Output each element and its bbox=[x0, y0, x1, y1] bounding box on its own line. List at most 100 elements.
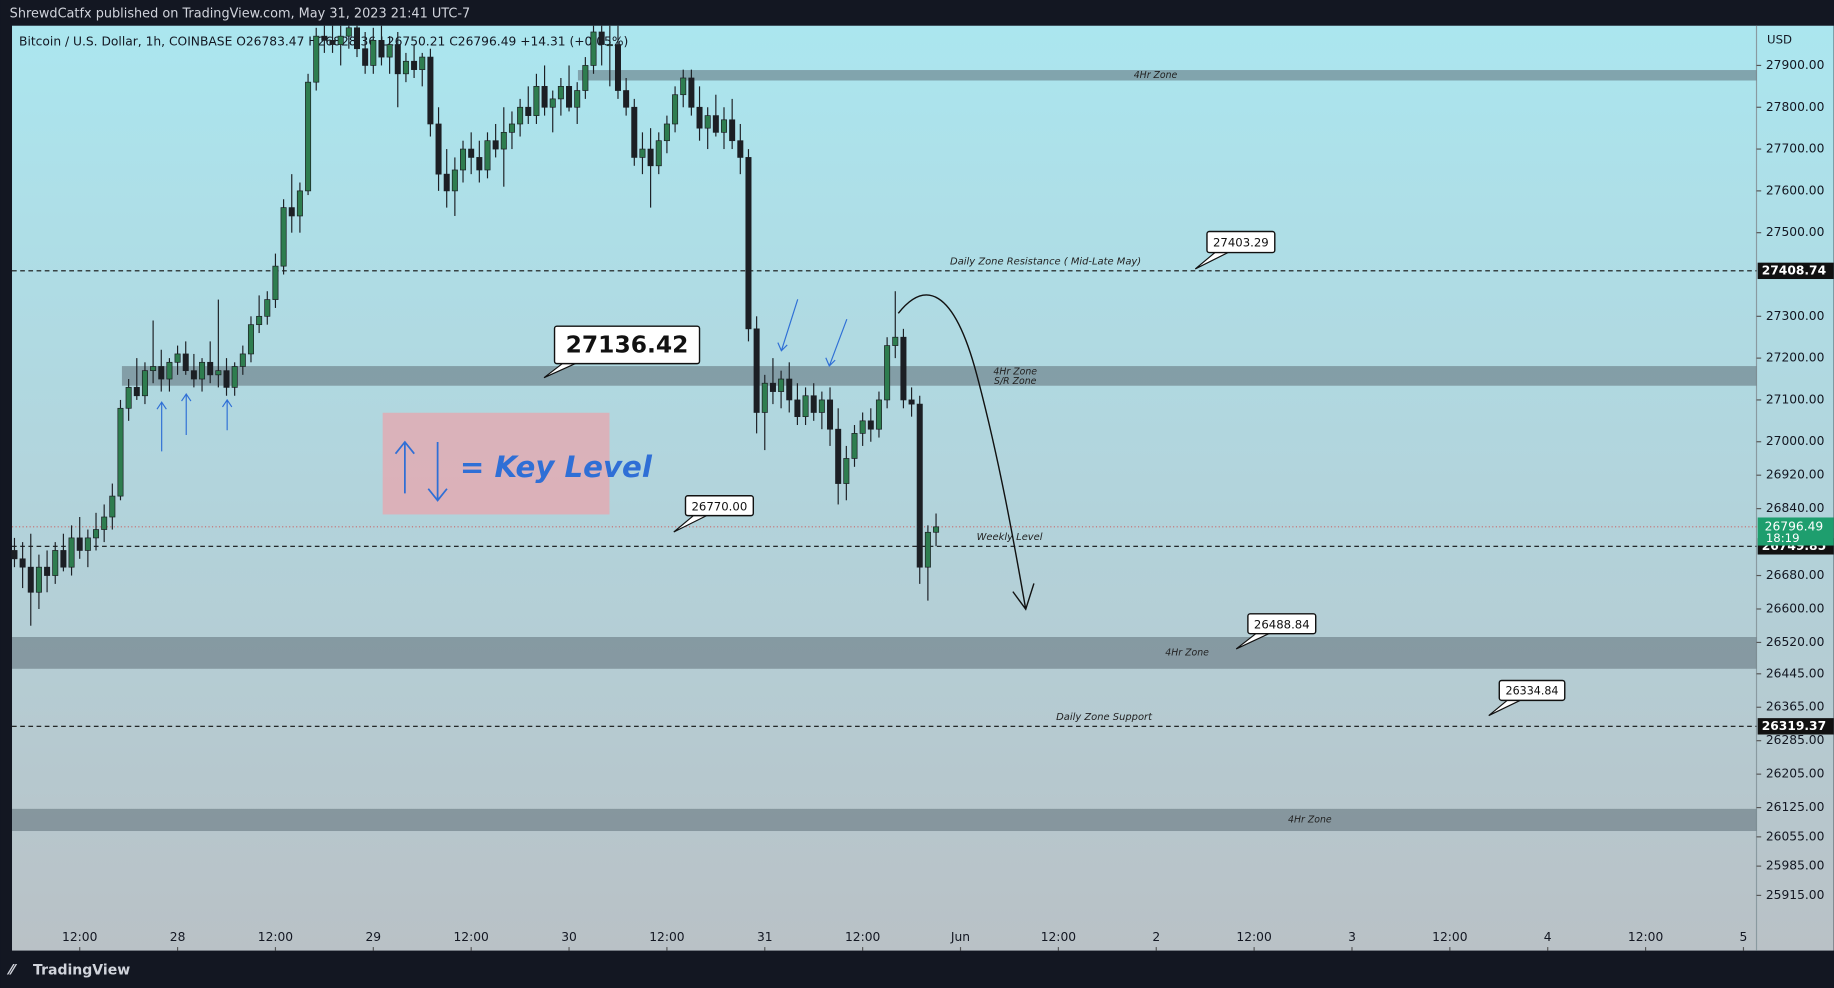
callout-label: 26770.00 bbox=[692, 499, 748, 513]
callout-box bbox=[684, 495, 755, 517]
candle-body bbox=[900, 336, 907, 401]
candle-body bbox=[84, 537, 91, 551]
countdown: 18:19 bbox=[1766, 531, 1800, 545]
candle-body bbox=[378, 40, 385, 58]
candle-body bbox=[468, 148, 475, 158]
candle-body bbox=[712, 115, 719, 133]
candle-body bbox=[174, 353, 181, 363]
candle-body bbox=[60, 550, 67, 568]
candle-body bbox=[305, 81, 312, 192]
candle-body bbox=[460, 148, 467, 171]
y-tick-label: 26840.00 bbox=[1766, 501, 1825, 515]
x-tick-label: 12:00 bbox=[1041, 930, 1076, 944]
y-tick-label: 26365.00 bbox=[1766, 700, 1825, 714]
level-note: Daily Zone Resistance ( Mid-Late May) bbox=[950, 256, 1141, 267]
candle-body bbox=[851, 433, 858, 459]
candle-body bbox=[639, 148, 646, 158]
candle-body bbox=[566, 85, 573, 108]
candle-body bbox=[916, 403, 923, 568]
x-tick-label: 12:00 bbox=[1628, 930, 1663, 944]
candle-body bbox=[818, 399, 825, 413]
candle-body bbox=[239, 353, 246, 367]
y-tick-label: 27200.00 bbox=[1766, 351, 1825, 365]
header: ShrewdCatfx published on TradingView.com… bbox=[10, 7, 471, 22]
candle-body bbox=[598, 31, 605, 45]
candle-body bbox=[476, 157, 483, 171]
plot-area bbox=[12, 25, 1834, 951]
candle-body bbox=[778, 378, 785, 392]
callout-label: 27403.29 bbox=[1213, 236, 1269, 250]
candle-body bbox=[44, 566, 51, 576]
candle-body bbox=[150, 366, 157, 372]
candle-body bbox=[574, 90, 581, 108]
y-tick-label: 26920.00 bbox=[1766, 468, 1825, 482]
candle-body bbox=[729, 119, 736, 142]
x-tick-label: 12:00 bbox=[649, 930, 684, 944]
callout-pointer bbox=[543, 361, 579, 379]
x-tick-label: 12:00 bbox=[453, 930, 488, 944]
candle-body bbox=[215, 370, 222, 376]
candle-body bbox=[933, 526, 940, 533]
y-tick-label: 27300.00 bbox=[1766, 309, 1825, 323]
candle-body bbox=[810, 395, 817, 413]
candle-body bbox=[606, 44, 613, 47]
candle-body bbox=[508, 123, 515, 133]
candle-body bbox=[500, 131, 507, 150]
candle-body bbox=[141, 370, 148, 397]
candle-body bbox=[337, 35, 344, 45]
candle-body bbox=[394, 44, 401, 75]
candle-body bbox=[484, 140, 491, 171]
y-tick-label: 27900.00 bbox=[1766, 58, 1825, 72]
callout-pointer bbox=[1194, 250, 1231, 270]
candle-body bbox=[802, 395, 809, 418]
candle-body bbox=[688, 77, 695, 108]
candle-body bbox=[451, 169, 458, 192]
candle-body bbox=[875, 399, 882, 430]
candle-body bbox=[207, 361, 214, 376]
candle-body bbox=[680, 77, 687, 96]
zone-label: 4Hr Zone bbox=[993, 366, 1037, 377]
candle-body bbox=[835, 428, 842, 484]
last-price-tag bbox=[1757, 517, 1834, 546]
x-tick-label: 12:00 bbox=[845, 930, 880, 944]
key-level-box bbox=[382, 412, 610, 515]
candle-body bbox=[296, 190, 303, 217]
zone bbox=[577, 70, 1757, 81]
y-tick-label: 27500.00 bbox=[1766, 225, 1825, 239]
level-note: Daily Zone Support bbox=[1056, 712, 1153, 723]
candle-body bbox=[76, 537, 83, 551]
zone-label: 4Hr Zone bbox=[1288, 814, 1332, 825]
callout-label: 27136.42 bbox=[566, 331, 689, 359]
candle-body bbox=[884, 345, 891, 401]
candle-body bbox=[623, 90, 630, 108]
y-tick-label: 26600.00 bbox=[1766, 601, 1825, 615]
y-tick-label: 27800.00 bbox=[1766, 100, 1825, 114]
x-tick-label: 12:00 bbox=[1432, 930, 1467, 944]
y-tick-label: 25915.00 bbox=[1766, 888, 1825, 902]
footer: TradingView bbox=[33, 962, 130, 978]
candle-body bbox=[533, 85, 540, 116]
candle-body bbox=[761, 382, 768, 413]
candle-body bbox=[745, 157, 752, 330]
y-tick-label: 26055.00 bbox=[1766, 829, 1825, 843]
y-tick-label: 26205.00 bbox=[1766, 767, 1825, 781]
candle-body bbox=[19, 558, 26, 568]
candle-body bbox=[655, 140, 662, 167]
candle-body bbox=[52, 550, 59, 576]
callout-box bbox=[1247, 613, 1317, 635]
x-tick-label: 12:00 bbox=[62, 930, 97, 944]
candle-body bbox=[794, 399, 801, 418]
candle-body bbox=[721, 119, 728, 133]
key-level-text: = Key Level bbox=[460, 450, 653, 484]
candle-body bbox=[35, 566, 42, 593]
candle-body bbox=[370, 40, 377, 66]
candle-body bbox=[345, 27, 352, 37]
candle-body bbox=[223, 370, 230, 388]
y-tick-label: 27700.00 bbox=[1766, 142, 1825, 156]
logo: ⁄⁄ bbox=[7, 962, 18, 978]
candle-body bbox=[158, 366, 165, 380]
candle-body bbox=[109, 495, 116, 518]
candle-body bbox=[419, 56, 426, 70]
candle-body bbox=[827, 399, 834, 430]
